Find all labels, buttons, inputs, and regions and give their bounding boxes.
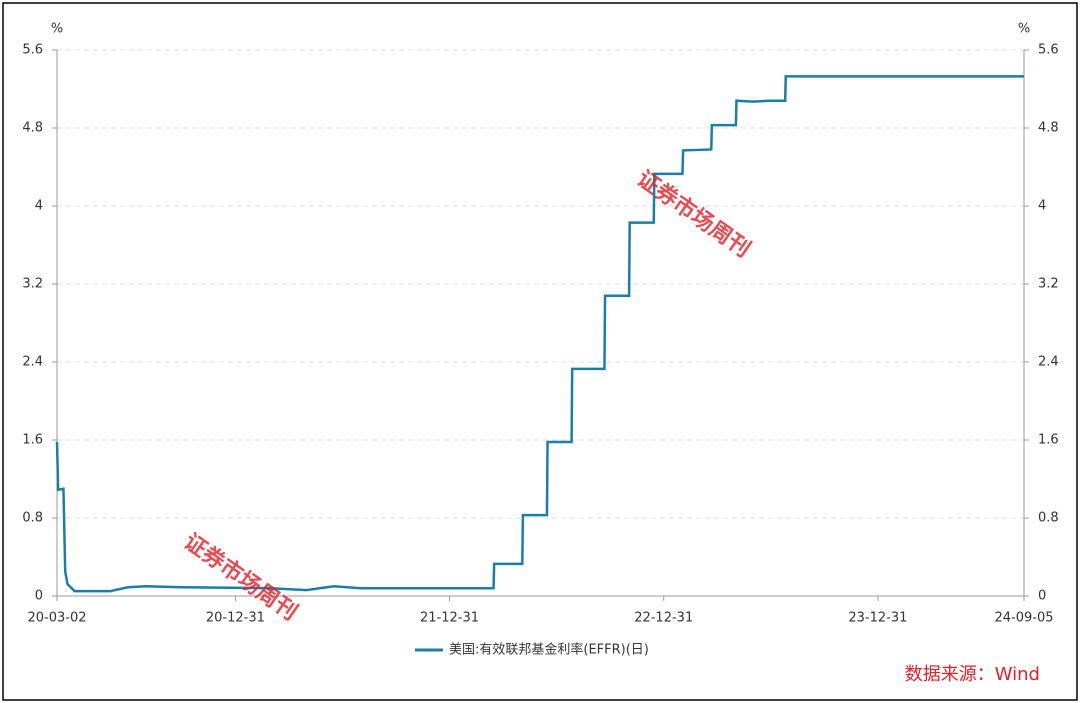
source: 数据来源：Wind	[905, 664, 1040, 685]
x-tick-label: 21-12-31	[420, 611, 479, 626]
y2-tick-label: 4.8	[1038, 121, 1059, 136]
x-tick-label: 24-09-05	[994, 611, 1053, 626]
y2-tick-label: 1.6	[1038, 433, 1059, 448]
legend-label: 美国:有效联邦基金利率(EFFR)(日)	[449, 642, 649, 658]
y-tick-label: 0	[35, 589, 43, 604]
y2-tick-label: 4	[1038, 199, 1046, 214]
y2-tick-label: 2.4	[1038, 355, 1059, 370]
x-tick-label: 20-12-31	[206, 611, 265, 626]
y-tick-label: 5.6	[22, 43, 43, 58]
y-tick-label: 3.2	[22, 277, 43, 292]
x-tick-label: 22-12-31	[634, 611, 693, 626]
x-tick-label: 23-12-31	[848, 611, 907, 626]
x-tick-label: 20-03-02	[27, 611, 86, 626]
y2-tick-label: 0.8	[1038, 511, 1059, 526]
y2-tick-label: 5.6	[1038, 43, 1059, 58]
y-tick-label: 4.8	[22, 121, 43, 136]
watermark: 证券市场周刊	[632, 166, 755, 263]
data-line	[55, 75, 1024, 593]
y2-unit: %	[1018, 22, 1030, 37]
y2-tick-label: 0	[1038, 589, 1046, 604]
y-tick-label: 1.6	[22, 433, 43, 448]
y-tick-label: 2.4	[22, 355, 43, 370]
y-tick-label: 4	[35, 199, 43, 214]
y-unit: %	[51, 22, 63, 37]
y-tick-label: 0.8	[22, 511, 43, 526]
y2-tick-label: 3.2	[1038, 277, 1059, 292]
